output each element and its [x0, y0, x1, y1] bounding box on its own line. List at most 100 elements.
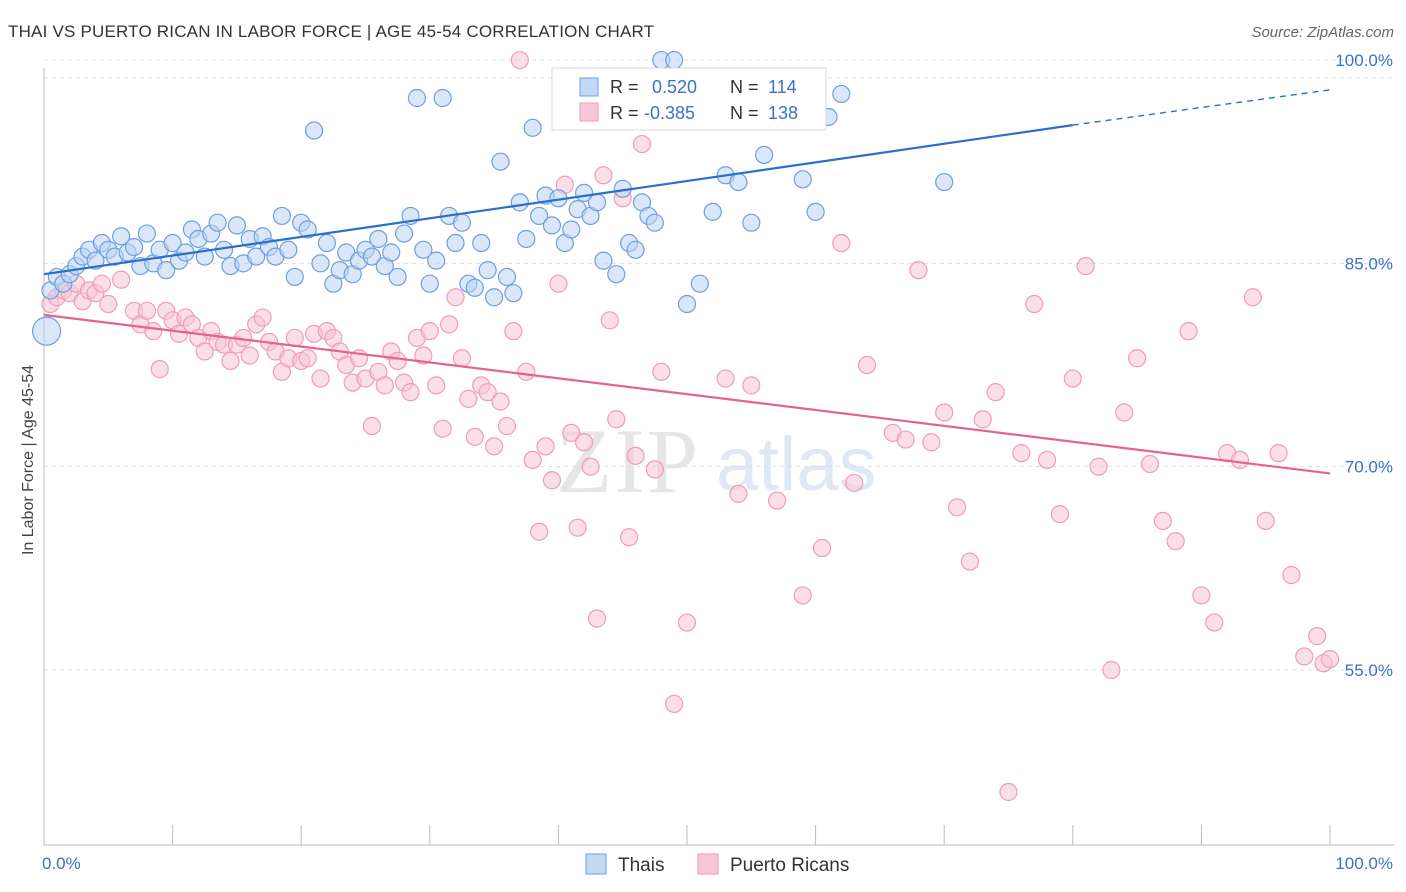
puerto-ricans-point — [1089, 457, 1108, 476]
puerto-ricans-point — [677, 613, 697, 632]
legend-n-label: N = — [730, 77, 759, 97]
thais-point — [703, 202, 722, 221]
thais-point — [793, 170, 812, 189]
puerto-ricans-point — [986, 383, 1005, 402]
thais-point — [446, 233, 465, 253]
x-tick-labels: 0.0% 100.0% — [42, 854, 1393, 873]
puerto-ricans-point — [742, 376, 761, 395]
puerto-ricans-point — [362, 416, 382, 436]
thais-point — [31, 316, 62, 346]
legend-r-value-thais: 0.520 — [652, 77, 697, 97]
thais-point — [427, 251, 446, 270]
puerto-ricans-points — [41, 50, 1340, 802]
puerto-ricans-point — [465, 427, 484, 446]
thais-point — [472, 233, 491, 253]
puerto-ricans-point — [620, 528, 639, 547]
puerto-ricans-point — [433, 419, 452, 438]
puerto-ricans-point — [1037, 450, 1057, 470]
thais-point — [208, 213, 227, 232]
puerto-ricans-point — [446, 288, 465, 307]
puerto-ricans-point — [909, 261, 928, 280]
puerto-ricans-point — [285, 328, 304, 348]
puerto-ricans-point — [1115, 403, 1134, 422]
thais-point — [112, 227, 131, 246]
puerto-ricans-point — [632, 134, 652, 154]
thais-point — [124, 237, 144, 257]
puerto-ricans-point — [793, 586, 812, 605]
puerto-ricans-point — [1012, 444, 1031, 463]
puerto-ricans-point — [1192, 586, 1211, 605]
puerto-ricans-point — [1295, 647, 1314, 666]
chart-title: THAI VS PUERTO RICAN IN LABOR FORCE | AG… — [8, 22, 655, 41]
puerto-ricans-point — [195, 342, 214, 361]
thais-point — [163, 233, 182, 253]
puerto-ricans-point — [1025, 294, 1044, 314]
legend-r-value-puerto-ricans: -0.385 — [644, 103, 695, 123]
thais-point — [832, 84, 851, 104]
y-tick-labels: 100.0% 85.0% 70.0% 55.0% — [1335, 51, 1393, 680]
puerto-ricans-point — [536, 437, 555, 456]
thais-point — [382, 243, 401, 262]
thais-point — [285, 267, 304, 287]
thais-point — [510, 193, 529, 212]
puerto-ricans-point — [401, 383, 420, 402]
legend-n-value-thais: 114 — [768, 77, 797, 97]
puerto-ricans-point — [1230, 450, 1250, 470]
thais-point — [227, 216, 246, 235]
puerto-ricans-point — [169, 324, 189, 343]
puerto-ricans-point — [478, 383, 497, 402]
thais-point — [677, 294, 697, 314]
puerto-ricans-point — [896, 430, 915, 449]
y-tick-label: 100.0% — [1335, 51, 1393, 70]
puerto-ricans-point — [665, 694, 684, 713]
thais-trend-extension — [1072, 89, 1331, 126]
trend-lines — [43, 89, 1331, 475]
watermark: ZIP atlas — [556, 410, 877, 512]
thais-point — [806, 202, 825, 221]
puerto-ricans-point — [1140, 454, 1160, 474]
legend-label-puerto-ricans: Puerto Ricans — [730, 855, 849, 876]
legend-r-label: R = — [610, 103, 639, 123]
thais-point — [485, 288, 504, 307]
thais-point — [491, 152, 510, 171]
puerto-ricans-point — [459, 389, 478, 409]
y-tick-label: 55.0% — [1345, 661, 1393, 680]
puerto-ricans-point — [935, 403, 954, 422]
thais-point — [517, 229, 536, 249]
thais-point — [317, 233, 337, 253]
puerto-ricans-point — [1308, 627, 1327, 646]
thais-point — [157, 261, 176, 280]
thais-point — [665, 50, 684, 70]
puerto-ricans-point — [562, 423, 581, 442]
thais-point — [452, 213, 472, 232]
puerto-ricans-point — [510, 50, 529, 70]
puerto-ricans-point — [99, 294, 118, 314]
thais-point — [729, 172, 748, 192]
puerto-ricans-point — [581, 457, 600, 476]
thais-point — [272, 206, 292, 226]
puerto-ricans-point — [542, 471, 562, 490]
thais-point — [465, 278, 484, 297]
puerto-ricans-point — [1269, 444, 1288, 463]
legend-swatch-thais — [585, 853, 607, 875]
thais-trend-line — [43, 124, 1073, 276]
puerto-ricans-point — [530, 522, 549, 541]
puerto-ricans-point — [1050, 505, 1070, 524]
puerto-ricans-point — [112, 270, 131, 289]
puerto-ricans-point — [575, 433, 594, 452]
thais-point — [279, 240, 298, 259]
puerto-ricans-point — [832, 233, 851, 253]
thais-point — [497, 267, 517, 287]
thais-point — [420, 274, 439, 293]
thais-point — [311, 254, 330, 273]
puerto-ricans-point — [221, 351, 240, 371]
thais-point — [562, 220, 581, 239]
puerto-ricans-point — [1243, 288, 1262, 307]
puerto-ricans-point — [1256, 511, 1275, 531]
puerto-ricans-point — [388, 351, 407, 371]
thais-point — [645, 213, 664, 232]
thais-point — [298, 220, 317, 239]
thais-point — [414, 240, 433, 259]
axes — [43, 68, 1394, 846]
